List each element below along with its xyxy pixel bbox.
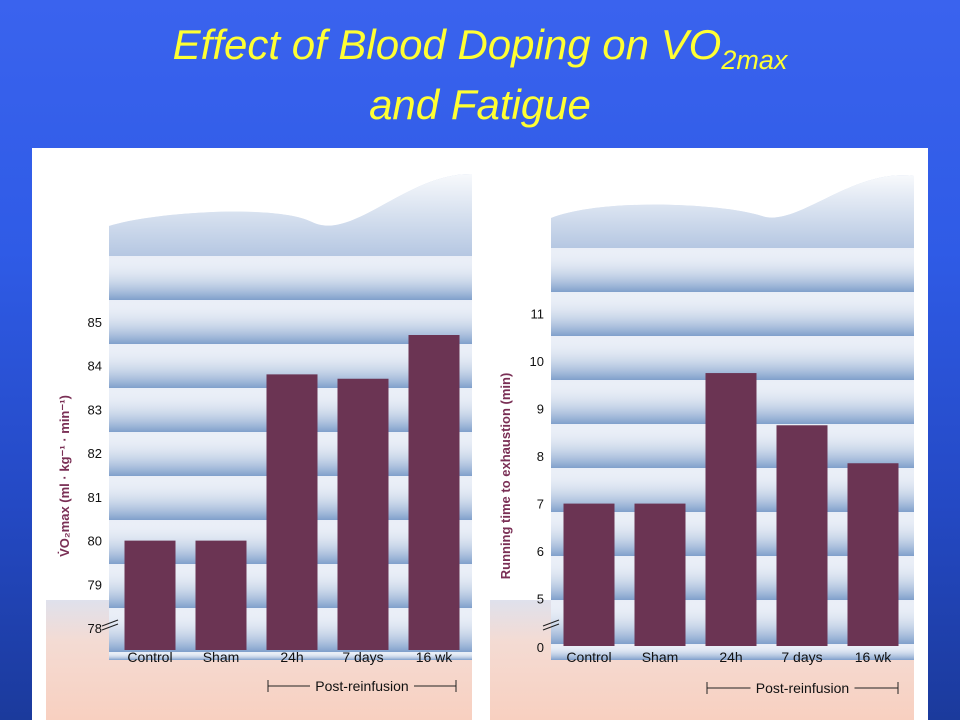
y-tick-label: 79 <box>88 577 102 592</box>
x-tick-label: 16 wk <box>855 649 893 665</box>
axis-break-mark <box>542 619 560 627</box>
title-main: Effect of Blood Doping on VO <box>172 21 722 68</box>
y-tick-label: 9 <box>537 402 544 417</box>
y-tick-label: 81 <box>88 490 102 505</box>
panel-band <box>551 644 914 660</box>
bar-sham <box>634 503 686 646</box>
panel-hump-highlight <box>109 173 472 256</box>
x-tick-label: Control <box>127 649 172 665</box>
bar-control <box>563 503 615 646</box>
x-tick-label: 16 wk <box>416 649 454 665</box>
bar-control <box>124 540 176 650</box>
chart-vo2max: 78 79 80 81 82 83 84 85 V̇O₂max (ml · kg⁻¹ · min… <box>46 173 472 720</box>
bar-7-days <box>776 425 828 646</box>
panel-band <box>551 248 914 292</box>
x-tick-label: 24h <box>719 649 742 665</box>
y-tick-label: 78 <box>88 621 102 636</box>
bar-7-days <box>337 378 389 650</box>
y-tick-label: 8 <box>537 449 544 464</box>
y-tick-label: 82 <box>88 446 102 461</box>
x-tick-label: 24h <box>280 649 303 665</box>
y-tick-label: 80 <box>88 534 102 549</box>
group-label: Post-reinfusion <box>756 680 849 696</box>
slide-title-line1: Effect of Blood Doping on VO2max <box>0 21 960 74</box>
bar-sham <box>195 540 247 650</box>
axis-break-mark <box>101 623 119 631</box>
x-tick-label: 7 days <box>781 649 822 665</box>
y-tick-label: 11 <box>531 307 545 322</box>
panel-band <box>109 652 472 660</box>
x-tick-label: 7 days <box>342 649 383 665</box>
y-tick-label: 5 <box>537 592 544 607</box>
x-tick-label: Control <box>566 649 611 665</box>
chart-running-time: 0 5 6 7 8 9 10 11 Running time to exhaustion (mi… <box>490 175 914 720</box>
bar-24h <box>266 374 318 650</box>
y-tick-label: 83 <box>88 402 102 417</box>
y-tick-label: 6 <box>537 544 544 559</box>
title-subscript: 2max <box>721 45 788 75</box>
x-tick-label: Sham <box>203 649 240 665</box>
y-tick-label: 84 <box>88 359 102 374</box>
bar-16-wk <box>847 463 899 646</box>
bar-16-wk <box>408 335 460 650</box>
bar-24h <box>705 373 757 646</box>
panel-band <box>551 336 914 380</box>
panel-hump-highlight <box>551 175 914 248</box>
axis-break-mark <box>101 619 119 627</box>
group-label: Post-reinfusion <box>315 678 408 694</box>
slide-title-line2: and Fatigue <box>369 81 591 128</box>
panel-band <box>109 256 472 300</box>
y-axis-label: V̇O₂max (ml · kg⁻¹ · min⁻¹) <box>57 395 72 557</box>
panel-band <box>551 292 914 336</box>
y-axis-label: Running time to exhaustion (min) <box>498 373 513 580</box>
y-tick-label: 10 <box>530 354 544 369</box>
y-tick-label: 0 <box>537 640 544 655</box>
axis-break-mark <box>542 623 560 631</box>
x-tick-label: Sham <box>642 649 679 665</box>
y-tick-label: 85 <box>88 315 102 330</box>
y-tick-label: 7 <box>537 497 544 512</box>
